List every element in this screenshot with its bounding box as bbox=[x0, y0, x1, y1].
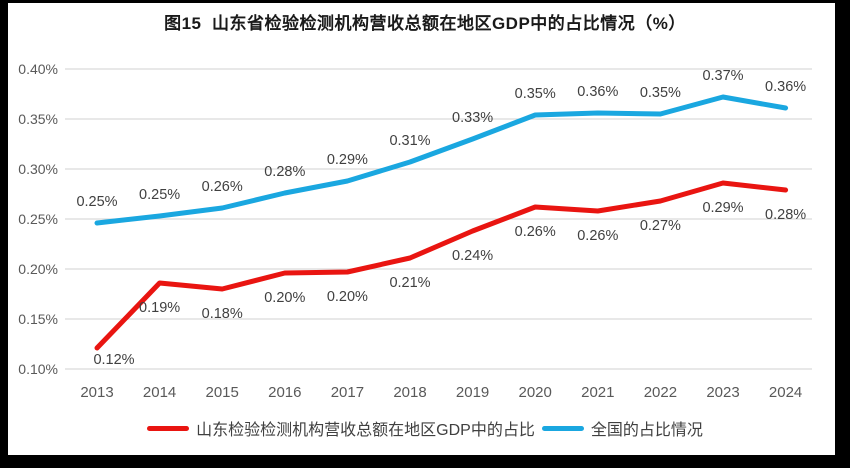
x-tick-label: 2024 bbox=[769, 384, 802, 401]
data-label-national: 0.36% bbox=[765, 79, 806, 95]
data-label-shandong: 0.27% bbox=[640, 218, 681, 234]
chart-paper bbox=[8, 3, 835, 455]
chart-title: 图15 山东省检验检测机构营收总额在地区GDP中的占比情况（%） bbox=[164, 14, 686, 33]
data-label-national: 0.29% bbox=[327, 152, 368, 168]
data-label-national: 0.25% bbox=[139, 187, 180, 203]
data-label-shandong: 0.28% bbox=[765, 207, 806, 223]
legend-swatch-shandong-line bbox=[147, 425, 190, 431]
legend-label-shandong: 山东检验检测机构营收总额在地区GDP中的占比 bbox=[196, 422, 535, 439]
series-line-shandong bbox=[94, 180, 789, 351]
data-label-national: 0.31% bbox=[389, 133, 430, 149]
x-tick-label: 2020 bbox=[519, 384, 552, 401]
x-tick-label: 2013 bbox=[80, 384, 113, 401]
x-tick-label: 2017 bbox=[331, 384, 364, 401]
data-label-national: 0.33% bbox=[452, 110, 493, 126]
x-tick-label: 2018 bbox=[393, 384, 426, 401]
data-label-shandong: 0.12% bbox=[93, 352, 134, 368]
y-tick-label: 0.40% bbox=[18, 61, 58, 77]
y-tick-label: 0.15% bbox=[18, 311, 58, 327]
series-line-national bbox=[94, 94, 789, 226]
x-tick-label: 2015 bbox=[206, 384, 239, 401]
legend-label-national: 全国的占比情况 bbox=[590, 422, 703, 439]
x-tick-label: 2023 bbox=[706, 384, 739, 401]
y-tick-label: 0.25% bbox=[18, 211, 58, 227]
data-label-shandong: 0.26% bbox=[577, 228, 618, 244]
data-label-shandong: 0.26% bbox=[515, 224, 556, 240]
y-tick-label: 0.35% bbox=[18, 111, 58, 127]
data-label-national: 0.37% bbox=[702, 68, 743, 84]
x-tick-label: 2019 bbox=[456, 384, 489, 401]
y-tick-label: 0.10% bbox=[18, 361, 58, 377]
data-label-national: 0.25% bbox=[76, 194, 117, 210]
data-label-national: 0.35% bbox=[515, 86, 556, 102]
data-label-national: 0.35% bbox=[640, 85, 681, 101]
legend-swatch-national-line bbox=[541, 425, 584, 431]
x-tick-label: 2016 bbox=[268, 384, 301, 401]
data-label-shandong: 0.29% bbox=[702, 200, 743, 216]
data-label-national: 0.28% bbox=[264, 164, 305, 180]
x-tick-label: 2022 bbox=[644, 384, 677, 401]
data-label-national: 0.36% bbox=[577, 84, 618, 100]
data-label-national: 0.26% bbox=[202, 179, 243, 195]
chart-legend: 山东检验检测机构营收总额在地区GDP中的占比 全国的占比情况 bbox=[0, 416, 850, 440]
data-label-shandong: 0.21% bbox=[389, 275, 430, 291]
data-label-shandong: 0.20% bbox=[327, 289, 368, 305]
data-label-shandong: 0.24% bbox=[452, 248, 493, 264]
data-label-shandong: 0.19% bbox=[139, 300, 180, 316]
y-tick-label: 0.30% bbox=[18, 161, 58, 177]
x-tick-label: 2021 bbox=[581, 384, 614, 401]
data-label-shandong: 0.20% bbox=[264, 290, 305, 306]
x-tick-label: 2014 bbox=[143, 384, 176, 401]
data-label-shandong: 0.18% bbox=[202, 306, 243, 322]
y-tick-label: 0.20% bbox=[18, 261, 58, 277]
